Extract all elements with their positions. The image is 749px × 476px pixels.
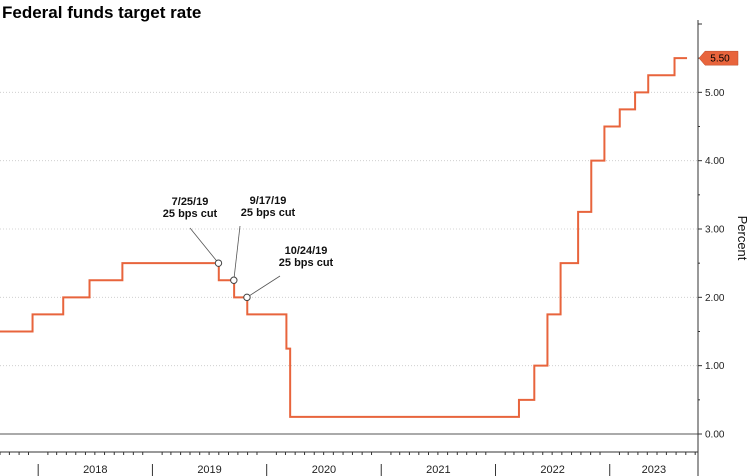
y-tick-label: 0.00 — [705, 430, 725, 441]
x-tick-label: 2021 — [426, 464, 450, 476]
x-tick-label: 2018 — [83, 464, 107, 476]
annotation-label: 25 bps cut — [279, 257, 334, 269]
annotation-label: 7/25/19 — [172, 196, 209, 208]
last-value-badge: 5.50 — [698, 50, 739, 66]
y-axis: 0.00 1.00 2.00 3.00 4.00 5.00 Percent — [697, 20, 749, 476]
x-axis: 2018 2019 2020 2021 2022 2023 — [0, 451, 698, 476]
last-value-label: 5.50 — [710, 54, 730, 65]
y-tick-label: 1.00 — [705, 361, 725, 372]
annotation-label: 25 bps cut — [241, 207, 296, 219]
x-tick-label: 2019 — [197, 464, 221, 476]
annotation-label: 25 bps cut — [163, 208, 218, 220]
y-tick-label: 5.00 — [705, 88, 725, 99]
y-tick-label: 3.00 — [705, 225, 725, 236]
chart-title: Federal funds target rate — [2, 3, 202, 22]
series-line — [0, 57, 688, 418]
y-axis-title: Percent — [735, 216, 749, 261]
annotation-leader — [189, 227, 219, 264]
annotation-label: 9/17/19 — [250, 195, 287, 207]
series-layer — [0, 57, 688, 418]
x-tick-label: 2020 — [312, 464, 336, 476]
y-tick-label: 4.00 — [705, 156, 725, 167]
x-tick-label: 2023 — [642, 464, 666, 476]
annotation-marker — [214, 259, 223, 267]
x-tick-label: 2022 — [540, 464, 564, 476]
annotation-marker — [243, 293, 251, 302]
annotation-marker — [230, 276, 238, 284]
annotation-leader — [246, 275, 281, 298]
gridlines — [0, 91, 698, 435]
annotation-label: 10/24/19 — [285, 245, 328, 257]
last-value-badge-shape — [698, 50, 739, 66]
annotation-leader — [233, 225, 241, 281]
y-tick-label: 2.00 — [705, 293, 725, 304]
